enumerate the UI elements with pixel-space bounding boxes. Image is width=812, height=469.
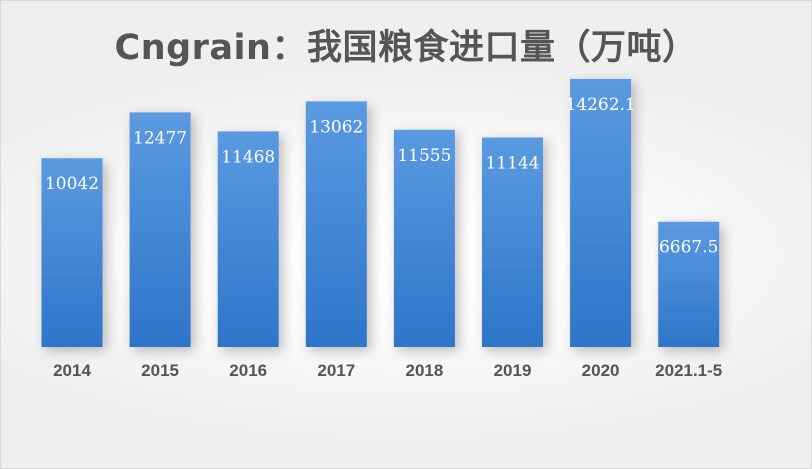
x-tick-label-2016: 2016 <box>229 361 267 380</box>
x-axis-ticks: 2014 2015 2016 2017 2018 2019 2020 2021.1-5 <box>53 361 722 380</box>
data-label-2016: 11468 <box>221 147 275 167</box>
data-label-2021.1-5: 6667.5 <box>659 238 718 258</box>
bar-2015 <box>129 112 191 348</box>
data-label-2014: 10042 <box>45 174 99 194</box>
bars-layer <box>41 78 720 348</box>
bar-2017 <box>305 101 367 348</box>
bar-2014 <box>41 158 103 347</box>
data-label-2015: 12477 <box>133 128 187 148</box>
data-label-2018: 11555 <box>397 146 451 166</box>
data-label-2019: 11144 <box>485 154 539 174</box>
x-tick-label-2019: 2019 <box>494 361 532 380</box>
x-tick-label-2018: 2018 <box>405 361 443 380</box>
x-tick-label-2021.1-5: 2021.1-5 <box>655 361 722 380</box>
x-tick-label-2020: 2020 <box>582 361 620 380</box>
bar-2019 <box>482 137 543 347</box>
x-tick-label-2015: 2015 <box>141 361 179 380</box>
x-tick-label-2014: 2014 <box>53 361 91 380</box>
data-labels-layer: 10042 12477 11468 13062 11555 11144 14262.1 666… <box>45 95 718 258</box>
bar-2016 <box>217 131 279 347</box>
x-tick-label-2017: 2017 <box>317 361 355 380</box>
chart-title: Cngrain：我国粮食进口量（万吨） <box>114 28 698 68</box>
bar-2021.1-5 <box>658 221 720 347</box>
bar-2018 <box>393 129 455 347</box>
bar-2020 <box>570 78 632 348</box>
data-label-2017: 13062 <box>309 117 363 137</box>
data-label-2020: 14262.1 <box>565 95 635 115</box>
